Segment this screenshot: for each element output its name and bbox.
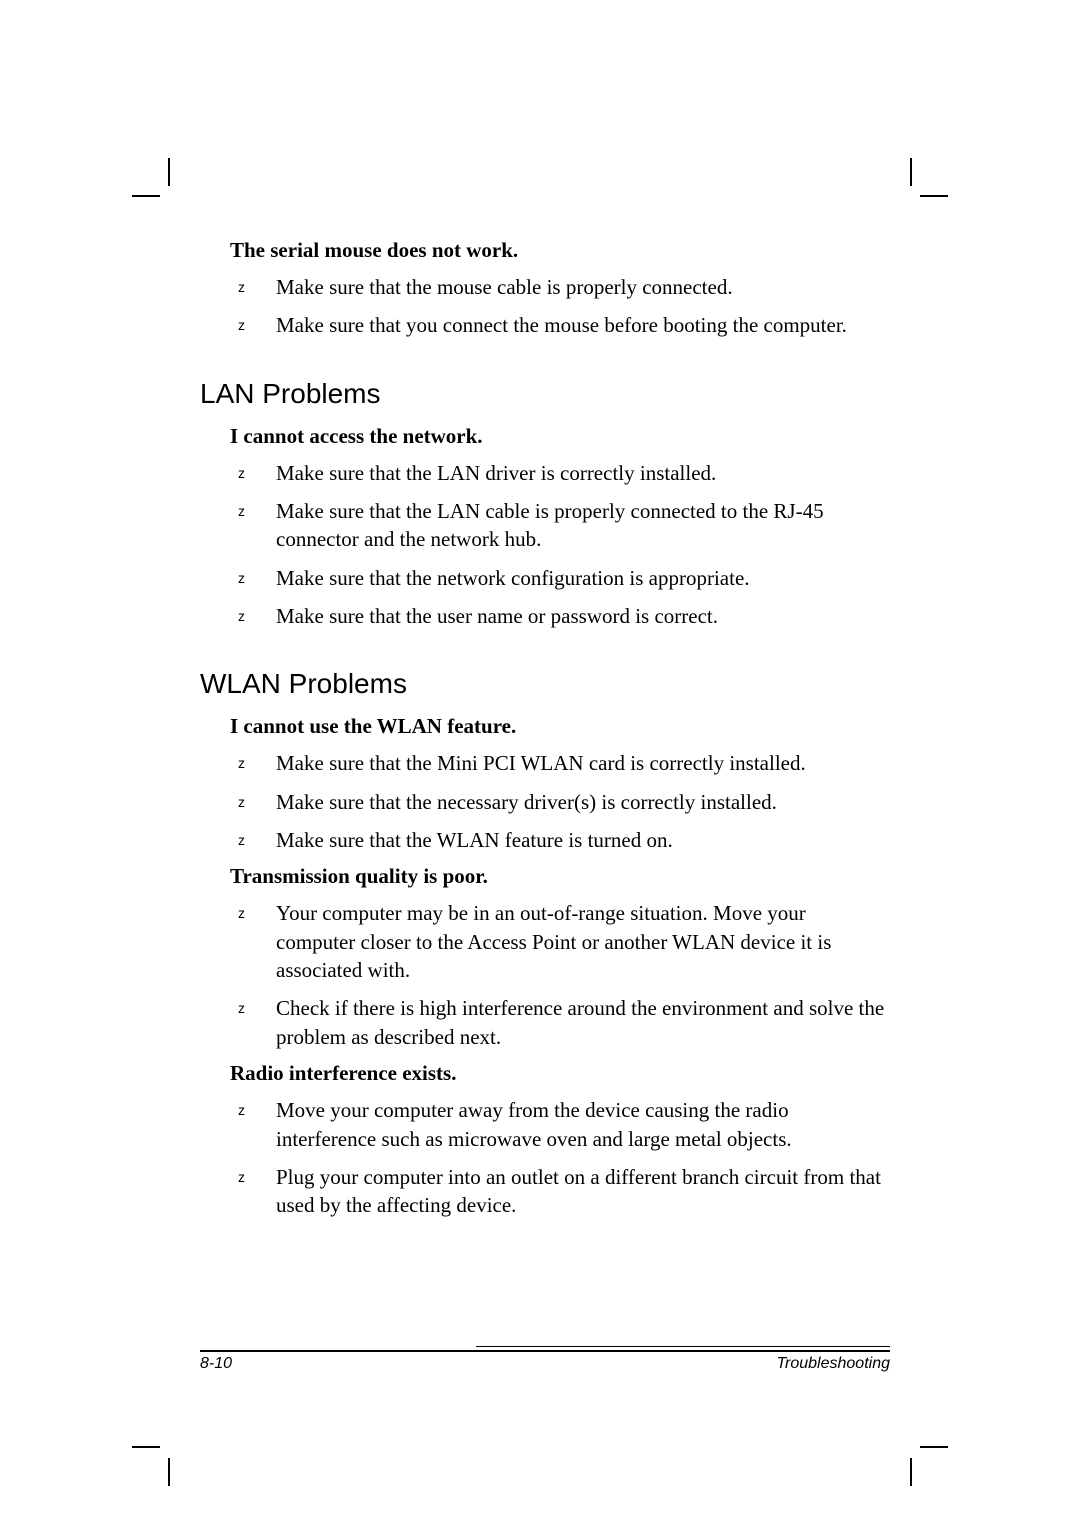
crop-mark: [920, 195, 948, 197]
lan-heading: LAN Problems: [200, 378, 890, 410]
bullet-icon: z: [230, 1096, 276, 1153]
list-item-text: Make sure that the network configuration…: [276, 564, 890, 592]
list-item-text: Make sure that the LAN driver is correct…: [276, 459, 890, 487]
serial-mouse-title: The serial mouse does not work.: [230, 238, 890, 263]
footer-rule: [476, 1346, 890, 1347]
list-item-text: Plug your computer into an outlet on a d…: [276, 1163, 890, 1220]
bullet-icon: z: [230, 994, 276, 1051]
list-item-text: Make sure that the necessary driver(s) i…: [276, 788, 890, 816]
list-item: z Make sure that the necessary driver(s)…: [230, 788, 890, 816]
list-item: z Move your computer away from the devic…: [230, 1096, 890, 1153]
wlan-list2: z Your computer may be in an out-of-rang…: [230, 899, 890, 1051]
bullet-icon: z: [230, 273, 276, 301]
list-item: z Make sure that you connect the mouse b…: [230, 311, 890, 339]
wlan-list3: z Move your computer away from the devic…: [230, 1096, 890, 1219]
page-content: The serial mouse does not work. z Make s…: [230, 230, 890, 1230]
list-item: z Make sure that the user name or passwo…: [230, 602, 890, 630]
bullet-icon: z: [230, 826, 276, 854]
list-item-text: Make sure that the mouse cable is proper…: [276, 273, 890, 301]
crop-mark: [168, 1458, 170, 1486]
list-item-text: Check if there is high interference arou…: [276, 994, 890, 1051]
chapter-title: Troubleshooting: [776, 1355, 890, 1373]
bullet-icon: z: [230, 311, 276, 339]
list-item: z Check if there is high interference ar…: [230, 994, 890, 1051]
list-item: z Make sure that the LAN driver is corre…: [230, 459, 890, 487]
list-item: z Make sure that the network configurati…: [230, 564, 890, 592]
list-item-text: Make sure that you connect the mouse bef…: [276, 311, 890, 339]
crop-mark: [910, 1458, 912, 1486]
crop-mark: [168, 158, 170, 186]
crop-mark: [920, 1446, 948, 1448]
list-item-text: Move your computer away from the device …: [276, 1096, 890, 1153]
bullet-icon: z: [230, 1163, 276, 1220]
lan-subtitle: I cannot access the network.: [230, 424, 890, 449]
bullet-icon: z: [230, 459, 276, 487]
footer-rule: [200, 1350, 890, 1352]
list-item: z Make sure that the mouse cable is prop…: [230, 273, 890, 301]
lan-list: z Make sure that the LAN driver is corre…: [230, 459, 890, 631]
bullet-icon: z: [230, 497, 276, 554]
list-item: z Make sure that the LAN cable is proper…: [230, 497, 890, 554]
bullet-icon: z: [230, 564, 276, 592]
page-number: 8-10: [200, 1355, 232, 1373]
bullet-icon: z: [230, 899, 276, 984]
bullet-icon: z: [230, 788, 276, 816]
list-item: z Your computer may be in an out-of-rang…: [230, 899, 890, 984]
list-item: z Make sure that the WLAN feature is tur…: [230, 826, 890, 854]
crop-mark: [910, 158, 912, 186]
list-item-text: Make sure that the WLAN feature is turne…: [276, 826, 890, 854]
serial-mouse-list: z Make sure that the mouse cable is prop…: [230, 273, 890, 340]
wlan-sub3: Radio interference exists.: [230, 1061, 890, 1086]
list-item-text: Make sure that the user name or password…: [276, 602, 890, 630]
list-item-text: Make sure that the LAN cable is properly…: [276, 497, 890, 554]
list-item: z Plug your computer into an outlet on a…: [230, 1163, 890, 1220]
wlan-sub2: Transmission quality is poor.: [230, 864, 890, 889]
wlan-heading: WLAN Problems: [200, 668, 890, 700]
crop-mark: [132, 195, 160, 197]
list-item-text: Your computer may be in an out-of-range …: [276, 899, 890, 984]
crop-mark: [132, 1446, 160, 1448]
page-footer: 8-10 Troubleshooting: [200, 1365, 890, 1373]
wlan-sub1: I cannot use the WLAN feature.: [230, 714, 890, 739]
list-item-text: Make sure that the Mini PCI WLAN card is…: [276, 749, 890, 777]
bullet-icon: z: [230, 749, 276, 777]
bullet-icon: z: [230, 602, 276, 630]
list-item: z Make sure that the Mini PCI WLAN card …: [230, 749, 890, 777]
wlan-list1: z Make sure that the Mini PCI WLAN card …: [230, 749, 890, 854]
